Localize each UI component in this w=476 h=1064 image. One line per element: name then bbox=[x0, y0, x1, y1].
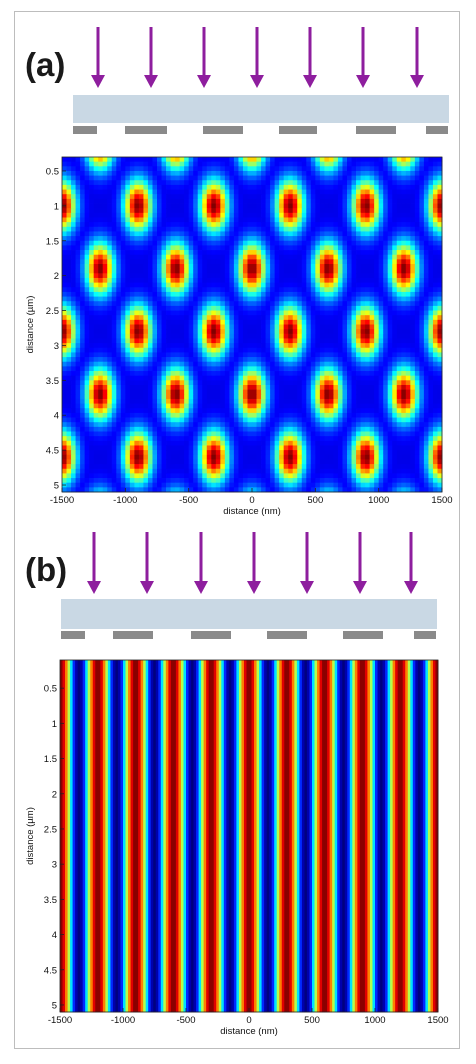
x-tick-label: -1500 bbox=[48, 1015, 72, 1026]
grating-bar bbox=[113, 631, 153, 639]
arrow-icon bbox=[87, 532, 101, 594]
arrow-icon bbox=[250, 27, 264, 88]
arrow-icon bbox=[247, 532, 261, 594]
y-tick-label: 1 bbox=[54, 201, 59, 212]
x-axis-label: distance (nm) bbox=[220, 1026, 278, 1037]
x-tick-label: -500 bbox=[176, 1015, 195, 1026]
arrow-icon bbox=[194, 532, 208, 594]
mask-substrate bbox=[61, 599, 437, 629]
x-tick-label: 1500 bbox=[427, 1015, 448, 1026]
panel-label: (b) bbox=[25, 551, 67, 588]
arrow-icon bbox=[410, 27, 424, 88]
x-tick-label: -1000 bbox=[113, 495, 137, 506]
x-axis-label: distance (nm) bbox=[223, 506, 281, 517]
y-tick-label: 3.5 bbox=[44, 895, 57, 906]
grating-bar bbox=[73, 126, 97, 134]
y-tick-label: 1 bbox=[52, 719, 57, 730]
y-tick-label: 1.5 bbox=[44, 754, 57, 765]
mask-substrate bbox=[73, 95, 449, 123]
arrow-icon bbox=[303, 27, 317, 88]
y-tick-label: 4 bbox=[52, 930, 57, 941]
incident-arrows bbox=[91, 27, 424, 88]
x-tick-label: 1000 bbox=[364, 1015, 385, 1026]
x-tick-label: 1000 bbox=[368, 495, 389, 506]
x-tick-label: 0 bbox=[246, 1015, 251, 1026]
x-tick-label: 0 bbox=[249, 495, 254, 506]
y-tick-label: 2 bbox=[52, 789, 57, 800]
y-tick-label: 0.5 bbox=[46, 166, 59, 177]
panel-label: (a) bbox=[25, 46, 65, 83]
x-tick-label: -500 bbox=[179, 495, 198, 506]
y-tick-label: 0.5 bbox=[44, 684, 57, 695]
y-tick-label: 5 bbox=[54, 481, 59, 492]
y-tick-label: 4 bbox=[54, 411, 59, 422]
grating-bar bbox=[343, 631, 383, 639]
y-tick-label: 1.5 bbox=[46, 236, 59, 247]
arrow-icon bbox=[404, 532, 418, 594]
y-tick-label: 3 bbox=[52, 860, 57, 871]
grating-bar bbox=[125, 126, 167, 134]
y-tick-label: 3 bbox=[54, 341, 59, 352]
grating-bar bbox=[426, 126, 448, 134]
y-axis-label: distance (µm) bbox=[25, 807, 36, 865]
incident-arrows bbox=[87, 532, 418, 594]
y-tick-label: 4.5 bbox=[44, 965, 57, 976]
grating-bar bbox=[61, 631, 85, 639]
x-tick-label: 1500 bbox=[431, 495, 452, 506]
grating-bar bbox=[279, 126, 317, 134]
panel-a: (a) -1500 -1000 -500 0 500 1000 1500 0.5 1 1.5 2 2.5… bbox=[25, 27, 453, 517]
panel-b: (b) -1500 -1000 -500 0 500 1000 1500 0.5 1 1.5 2 2.5… bbox=[25, 532, 449, 1037]
x-tick-label: -1500 bbox=[50, 495, 74, 506]
heatmap-image bbox=[62, 157, 443, 493]
figure-frame bbox=[14, 11, 460, 1049]
y-axis-label: distance (µm) bbox=[25, 296, 36, 354]
x-tick-label: 500 bbox=[307, 495, 323, 506]
grating-bar bbox=[356, 126, 396, 134]
y-tick-label: 5 bbox=[52, 1000, 57, 1011]
arrow-icon bbox=[353, 532, 367, 594]
y-tick-label: 2.5 bbox=[46, 306, 59, 317]
grating-bar bbox=[191, 631, 231, 639]
x-tick-label: -1000 bbox=[111, 1015, 135, 1026]
y-tick-label: 3.5 bbox=[46, 376, 59, 387]
y-tick-label: 2 bbox=[54, 271, 59, 282]
x-tick-label: 500 bbox=[304, 1015, 320, 1026]
heatmap-image bbox=[60, 660, 439, 1013]
arrow-icon bbox=[197, 27, 211, 88]
arrow-icon bbox=[144, 27, 158, 88]
arrow-icon bbox=[300, 532, 314, 594]
grating-bar bbox=[203, 126, 243, 134]
arrow-icon bbox=[91, 27, 105, 88]
y-tick-label: 2.5 bbox=[44, 824, 57, 835]
grating-bar bbox=[267, 631, 307, 639]
y-tick-label: 4.5 bbox=[46, 446, 59, 457]
arrow-icon bbox=[140, 532, 154, 594]
arrow-icon bbox=[356, 27, 370, 88]
grating-bar bbox=[414, 631, 436, 639]
